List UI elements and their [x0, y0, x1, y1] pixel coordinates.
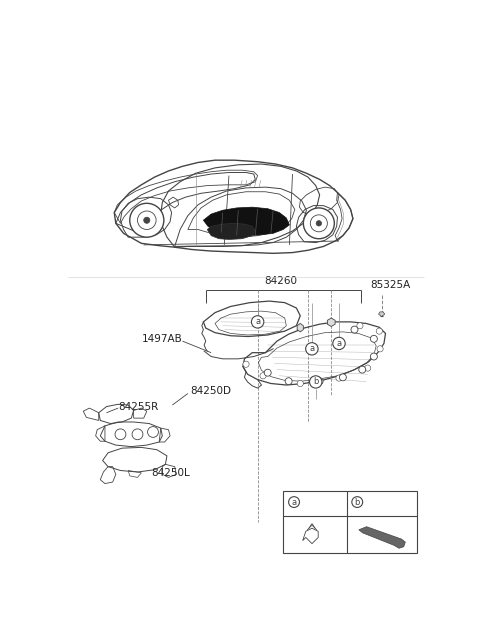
- Text: 1497AB: 1497AB: [142, 334, 182, 344]
- Text: 84295A: 84295A: [367, 497, 408, 507]
- Polygon shape: [207, 223, 255, 240]
- Circle shape: [297, 381, 303, 387]
- Circle shape: [352, 497, 363, 508]
- Circle shape: [137, 211, 156, 230]
- Circle shape: [264, 369, 271, 376]
- Text: a: a: [291, 498, 297, 506]
- Polygon shape: [327, 318, 335, 326]
- Text: b: b: [313, 377, 318, 386]
- Circle shape: [371, 353, 377, 360]
- Circle shape: [316, 377, 323, 385]
- Polygon shape: [359, 526, 405, 548]
- Circle shape: [311, 215, 327, 232]
- Circle shape: [377, 346, 383, 352]
- Polygon shape: [297, 323, 303, 332]
- Circle shape: [359, 366, 366, 373]
- Circle shape: [132, 429, 143, 440]
- Circle shape: [336, 375, 342, 381]
- Polygon shape: [204, 207, 289, 236]
- Circle shape: [144, 217, 150, 223]
- Text: 84250D: 84250D: [190, 386, 231, 396]
- Text: b: b: [355, 498, 360, 506]
- Text: 84250L: 84250L: [152, 468, 190, 478]
- Text: a: a: [255, 318, 260, 326]
- Circle shape: [288, 497, 300, 508]
- Circle shape: [365, 365, 371, 371]
- Text: a: a: [336, 339, 342, 348]
- Text: 85325A: 85325A: [370, 279, 410, 289]
- Circle shape: [306, 343, 318, 355]
- Circle shape: [147, 426, 158, 437]
- Circle shape: [252, 316, 264, 328]
- Circle shape: [351, 326, 358, 333]
- Circle shape: [115, 429, 126, 440]
- Circle shape: [333, 337, 345, 350]
- Text: a: a: [309, 344, 314, 353]
- Circle shape: [243, 361, 249, 367]
- Text: 84260: 84260: [264, 277, 298, 286]
- Polygon shape: [379, 312, 385, 316]
- Circle shape: [376, 328, 383, 334]
- FancyBboxPatch shape: [283, 491, 417, 553]
- Circle shape: [371, 335, 377, 342]
- Text: 84277: 84277: [303, 497, 336, 507]
- Circle shape: [316, 221, 322, 226]
- Circle shape: [130, 203, 164, 237]
- Circle shape: [260, 373, 266, 379]
- Circle shape: [303, 208, 335, 239]
- Circle shape: [310, 376, 322, 388]
- Circle shape: [357, 323, 363, 329]
- Circle shape: [285, 377, 292, 385]
- Circle shape: [339, 374, 347, 381]
- Text: 84255R: 84255R: [118, 401, 158, 411]
